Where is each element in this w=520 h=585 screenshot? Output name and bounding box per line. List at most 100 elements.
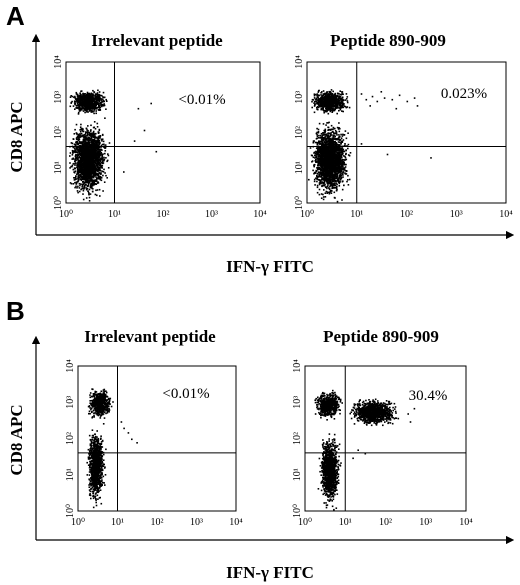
- event-dot: [94, 193, 97, 196]
- event-dot: [96, 122, 99, 125]
- event-dot: [80, 173, 82, 175]
- event-dot: [80, 132, 83, 135]
- event-dot: [324, 196, 327, 198]
- event-dot: [97, 104, 100, 107]
- event-dot: [100, 158, 103, 161]
- event-dot: [81, 185, 83, 188]
- event-dot: [325, 104, 328, 106]
- event-dot: [84, 142, 86, 144]
- event-dot: [313, 97, 316, 99]
- event-dot: [76, 155, 79, 158]
- event-dot: [74, 160, 76, 162]
- event-dot: [91, 106, 94, 108]
- event-dot: [91, 164, 94, 166]
- event-dot: [322, 108, 324, 111]
- event-dot: [87, 143, 89, 146]
- event-dot: [74, 150, 77, 152]
- event-dot: [86, 134, 89, 136]
- event-dot: [78, 190, 81, 193]
- event-dot: [88, 161, 90, 163]
- event-dot: [87, 184, 90, 186]
- event-dot: [340, 103, 342, 106]
- event-dot: [79, 164, 82, 166]
- event-dot: [88, 196, 91, 199]
- event-dot: [328, 178, 331, 180]
- event-dot: [345, 93, 348, 95]
- event-dot: [82, 140, 85, 142]
- event-dot: [79, 104, 82, 107]
- event-dot: [96, 98, 98, 101]
- event-dot: [101, 161, 104, 164]
- event-dot: [88, 177, 90, 180]
- event-dot: [335, 99, 337, 101]
- event-dot: [77, 143, 80, 146]
- event-dot: [83, 186, 86, 189]
- event-dot: [92, 174, 95, 176]
- event-dot: [77, 142, 80, 145]
- event-dot: [102, 91, 105, 94]
- event-dot: [94, 135, 96, 137]
- event-dot: [99, 169, 102, 172]
- event-dot: [89, 102, 92, 104]
- event-dot: [79, 175, 82, 178]
- event-dot: [322, 97, 324, 99]
- event-dot: [88, 191, 90, 194]
- event-dot: [336, 92, 339, 95]
- event-dot: [83, 160, 85, 163]
- event-dot: [91, 171, 93, 174]
- event-dot: [339, 108, 342, 111]
- event-dot: [69, 162, 71, 164]
- event-dot: [91, 139, 94, 142]
- event-dot: [338, 95, 341, 97]
- event-dot: [328, 100, 331, 102]
- event-dot: [85, 106, 87, 108]
- event-dot: [84, 134, 86, 136]
- event-dot: [80, 153, 83, 156]
- event-dot: [100, 153, 102, 155]
- event-dot: [331, 97, 334, 99]
- event-dot: [77, 113, 80, 115]
- event-dot: [79, 100, 82, 102]
- event-dot: [80, 163, 83, 166]
- event-dot: [75, 151, 78, 153]
- event-dot: [83, 93, 86, 95]
- event-dot: [97, 170, 99, 172]
- event-dot: [76, 93, 79, 96]
- event-dot: [79, 131, 82, 133]
- event-dot: [94, 159, 96, 162]
- event-dot: [85, 163, 87, 166]
- event-dot: [88, 172, 91, 175]
- event-dot: [79, 133, 81, 135]
- event-dot: [320, 132, 323, 135]
- event-dot: [82, 175, 85, 178]
- event-dot: [95, 108, 98, 110]
- event-dot: [76, 102, 79, 105]
- event-dot: [321, 100, 324, 102]
- event-dot: [339, 168, 342, 171]
- event-dot: [86, 161, 88, 164]
- event-dot: [100, 99, 102, 102]
- event-dot: [75, 156, 77, 159]
- event-dot: [321, 137, 324, 139]
- event-dot: [92, 157, 94, 159]
- event-dot: [323, 102, 326, 105]
- event-dot: [106, 160, 108, 163]
- event-dot: [89, 152, 92, 155]
- event-dot: [79, 178, 82, 181]
- event-dot: [76, 149, 79, 151]
- event-dot: [322, 170, 325, 172]
- event-dot: [322, 90, 325, 92]
- event-dot: [77, 178, 79, 180]
- event-dot: [331, 180, 334, 182]
- event-dot: [83, 187, 85, 190]
- event-dot: [88, 155, 90, 158]
- event-dot: [312, 99, 314, 101]
- event-dot: [85, 153, 88, 155]
- event-dot: [95, 93, 98, 96]
- event-dot: [81, 96, 84, 98]
- event-dot: [79, 145, 82, 147]
- event-dot: [331, 166, 333, 169]
- event-dot: [326, 91, 329, 93]
- event-dot: [311, 106, 313, 109]
